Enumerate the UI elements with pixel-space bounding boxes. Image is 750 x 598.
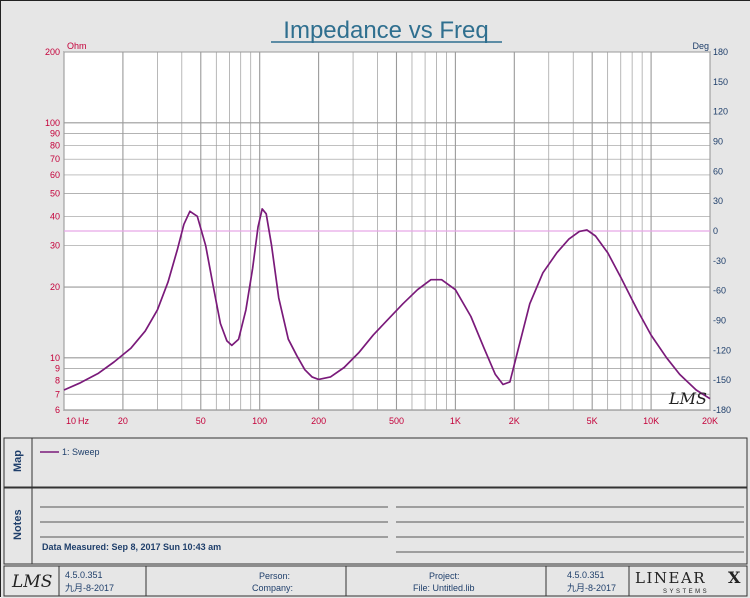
y-tick-label: 6 — [55, 405, 60, 415]
footer-company: Company: — [252, 583, 293, 593]
y-right-tick-label: -120 — [713, 345, 731, 355]
notes-section-label: Notes — [12, 509, 24, 540]
footer-version-left: 4.5.0.351 — [65, 570, 103, 580]
y-tick-label: 50 — [50, 189, 60, 199]
y-tick-label: 8 — [55, 376, 60, 386]
y-tick-label: 20 — [50, 282, 60, 292]
brand-name: LINEAR — [635, 569, 706, 587]
axis-layer: 10 20 50 100 200 500 1K 2K 5K 10K 20K2001009080706… — [45, 47, 731, 426]
y-right-tick-label: -180 — [713, 405, 731, 415]
y-tick-label: 70 — [50, 154, 60, 164]
y-right-tick-label: -30 — [713, 256, 726, 266]
y-tick-label: 80 — [50, 141, 60, 151]
brand-sub: SYSTEMS — [663, 589, 709, 595]
y-tick-label: 30 — [50, 241, 60, 251]
footer-bar — [3, 565, 748, 597]
y-unit-left: Ohm — [67, 41, 87, 51]
y-right-tick-label: 180 — [713, 47, 728, 57]
y-tick-label: 90 — [50, 129, 60, 139]
y-tick-label: 7 — [55, 389, 60, 399]
map-section-label: Map — [12, 450, 24, 472]
y-right-tick-label: 120 — [713, 107, 728, 117]
footer-logo: LMS — [11, 572, 52, 592]
y-right-tick-label: 30 — [713, 196, 723, 206]
y-unit-right: Deg — [692, 41, 709, 51]
y-tick-label: 10 — [50, 353, 60, 363]
data-measured: Data Measured: Sep 8, 2017 Sun 10:43 am — [42, 542, 221, 552]
chart-title: Impedance vs Freq — [283, 17, 488, 44]
footer-project: Project: — [429, 571, 460, 581]
x-tick-label: 50 — [196, 416, 206, 426]
x-tick-label: 500 — [389, 416, 404, 426]
y-tick-label: 40 — [50, 211, 60, 221]
y-tick-label: 100 — [45, 118, 60, 128]
y-right-tick-label: -90 — [713, 316, 726, 326]
y-tick-label: 9 — [55, 364, 60, 374]
x-tick-label: 1K — [450, 416, 461, 426]
x-tick-label: 20 — [118, 416, 128, 426]
y-right-tick-label: 90 — [713, 137, 723, 147]
footer-version-right: 4.5.0.351 — [567, 570, 605, 580]
x-tick-label: 10 — [66, 416, 76, 426]
footer-file: File: Untitled.lib — [413, 583, 475, 593]
x-tick-label: 20K — [702, 416, 718, 426]
x-tick-label: 100 — [252, 416, 267, 426]
legend-entry: 1: Sweep — [62, 447, 100, 457]
brand-x: X — [728, 568, 741, 587]
map-panel — [3, 437, 748, 488]
x-tick-label: 200 — [311, 416, 326, 426]
y-right-tick-label: -150 — [713, 375, 731, 385]
notes-lines — [40, 506, 744, 553]
curve-layer — [63, 208, 711, 400]
y-right-tick-label: 60 — [713, 166, 723, 176]
lms-watermark: LMS — [668, 389, 707, 408]
impedance-curve — [63, 208, 711, 400]
y-right-tick-label: 150 — [713, 77, 728, 87]
x-unit: Hz — [78, 416, 89, 426]
footer-person: Person: — [259, 571, 290, 581]
x-tick-label: 2K — [509, 416, 520, 426]
y-right-tick-label: 0 — [713, 226, 718, 236]
footer-date-left: 九月-8-2017 — [65, 583, 114, 593]
x-tick-label: 5K — [587, 416, 598, 426]
y-right-tick-label: -60 — [713, 286, 726, 296]
y-tick-label: 200 — [45, 47, 60, 57]
footer-date-right: 九月-8-2017 — [567, 583, 616, 593]
notes-panel — [3, 487, 748, 565]
x-tick-label: 10K — [643, 416, 659, 426]
y-tick-label: 60 — [50, 170, 60, 180]
